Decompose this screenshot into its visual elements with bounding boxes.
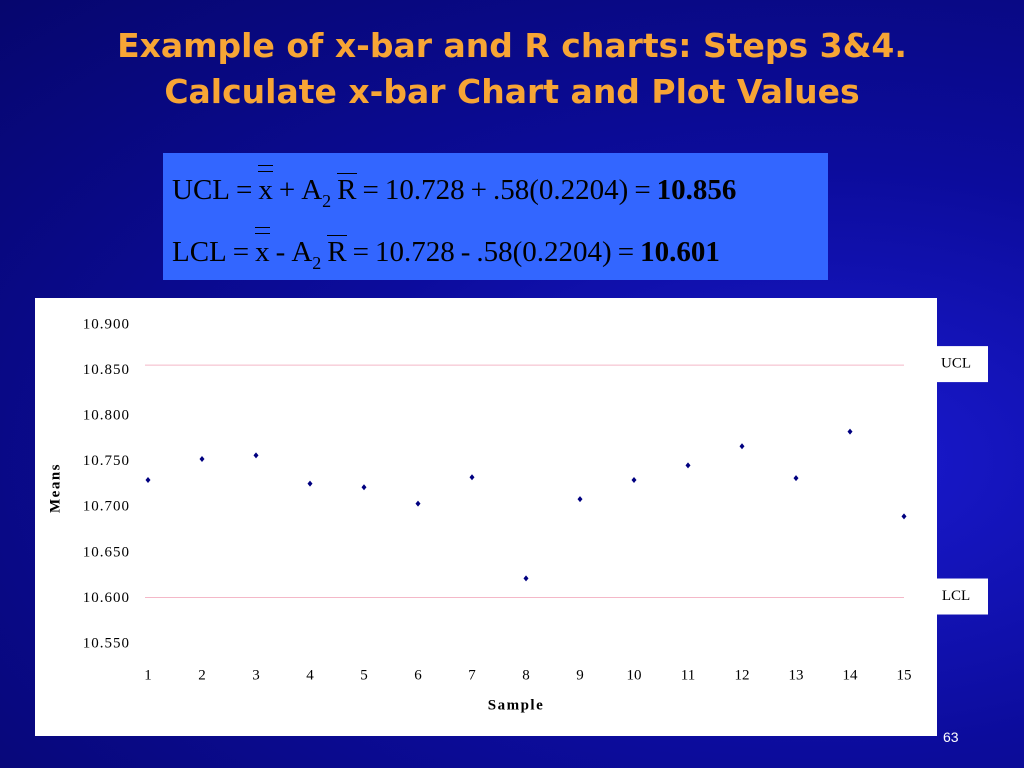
point xyxy=(577,496,583,503)
x-tick-label: 4 xyxy=(306,667,314,683)
y-tick-label: 10.900 xyxy=(83,316,130,332)
formula-token: = xyxy=(232,236,250,268)
x-tick-label: 13 xyxy=(789,667,804,683)
point xyxy=(469,474,475,481)
point xyxy=(199,455,205,462)
formula-token: x xyxy=(258,165,273,205)
x-tick-label: 11 xyxy=(681,667,695,683)
formula-token: 2 xyxy=(312,253,322,273)
formula-token: A xyxy=(291,236,313,268)
point xyxy=(415,500,421,507)
formula-token: A xyxy=(301,174,323,206)
x-tick-label: 6 xyxy=(414,667,422,683)
formula-token: = xyxy=(634,174,651,206)
formula-token: = xyxy=(617,236,635,268)
formula-token: .58(0.2204) xyxy=(476,236,612,268)
page-number: 63 xyxy=(943,729,959,745)
point xyxy=(631,476,637,483)
x-tick-label: 10 xyxy=(627,667,642,683)
x-tick-label: 12 xyxy=(735,667,750,683)
point xyxy=(253,452,259,459)
formula-token: - xyxy=(460,236,471,268)
point xyxy=(145,476,151,483)
point xyxy=(523,575,529,582)
x-tick-label: 14 xyxy=(843,667,859,683)
point xyxy=(685,462,691,469)
plot-background xyxy=(35,298,937,736)
point xyxy=(361,484,367,491)
formula-token: + xyxy=(470,174,487,206)
y-tick-label: 10.600 xyxy=(83,590,130,606)
control-label: LCL xyxy=(942,588,970,604)
formula-token: x xyxy=(255,227,270,267)
formula-token: - xyxy=(275,236,286,268)
y-tick-label: 10.650 xyxy=(83,544,130,560)
point xyxy=(739,443,745,450)
title-line: Example of x-bar and R charts: Steps 3&4… xyxy=(117,26,907,65)
title-line: Calculate x-bar Chart and Plot Values xyxy=(164,72,860,111)
formula-token: = xyxy=(236,174,253,206)
formula-box: UCL = x + A2 R = 10.728 + .58(0.2204) = 10.856 LCL = x… xyxy=(163,153,828,280)
formula-token: 10.728 xyxy=(374,236,455,268)
formula-token: + xyxy=(278,174,296,206)
formula-token: = xyxy=(362,174,379,206)
x-tick-label: 15 xyxy=(897,667,912,683)
point xyxy=(901,513,907,520)
formula-token: 10.601 xyxy=(640,236,720,268)
formula-token: R xyxy=(327,235,347,268)
y-tick-label: 10.850 xyxy=(83,362,130,378)
x-tick-label: 8 xyxy=(522,667,530,683)
formula-token: LCL xyxy=(172,236,227,268)
y-tick-label: 10.800 xyxy=(83,408,130,424)
control-label: UCL xyxy=(941,356,971,372)
y-tick-label: 10.550 xyxy=(83,635,130,651)
y-tick-label: 10.700 xyxy=(83,499,130,515)
control-label-box xyxy=(924,346,988,383)
x-tick-label: 3 xyxy=(252,667,260,683)
control-label-box xyxy=(924,578,988,615)
y-tick-label: 10.750 xyxy=(83,453,130,469)
formula-token: = xyxy=(352,236,369,268)
x-tick-label: 2 xyxy=(198,667,206,683)
formula-token: .58(0.2204) xyxy=(492,174,629,206)
formula-line: LCL = x - A2 R = 10.728- .58(0.2204) = 10.601 xyxy=(169,227,723,274)
point xyxy=(793,475,799,482)
point xyxy=(307,480,313,487)
x-tick-label: 9 xyxy=(576,667,584,683)
x-tick-label: 5 xyxy=(360,667,368,683)
formula-token: R xyxy=(337,173,357,206)
x-tick-label: 7 xyxy=(468,667,476,683)
formula-token: 10.728 xyxy=(384,174,465,206)
formula-line: UCL = x + A2 R = 10.728 + .58(0.2204) = 10.856 xyxy=(169,165,739,212)
point xyxy=(847,428,853,435)
y-axis-label: Means xyxy=(47,463,63,513)
x-axis-label: Sample xyxy=(488,697,545,713)
x-tick-label: 1 xyxy=(144,667,152,683)
formula-token: 10.856 xyxy=(656,174,737,206)
formula-token: 2 xyxy=(322,191,332,211)
formula-token: UCL xyxy=(172,174,230,206)
